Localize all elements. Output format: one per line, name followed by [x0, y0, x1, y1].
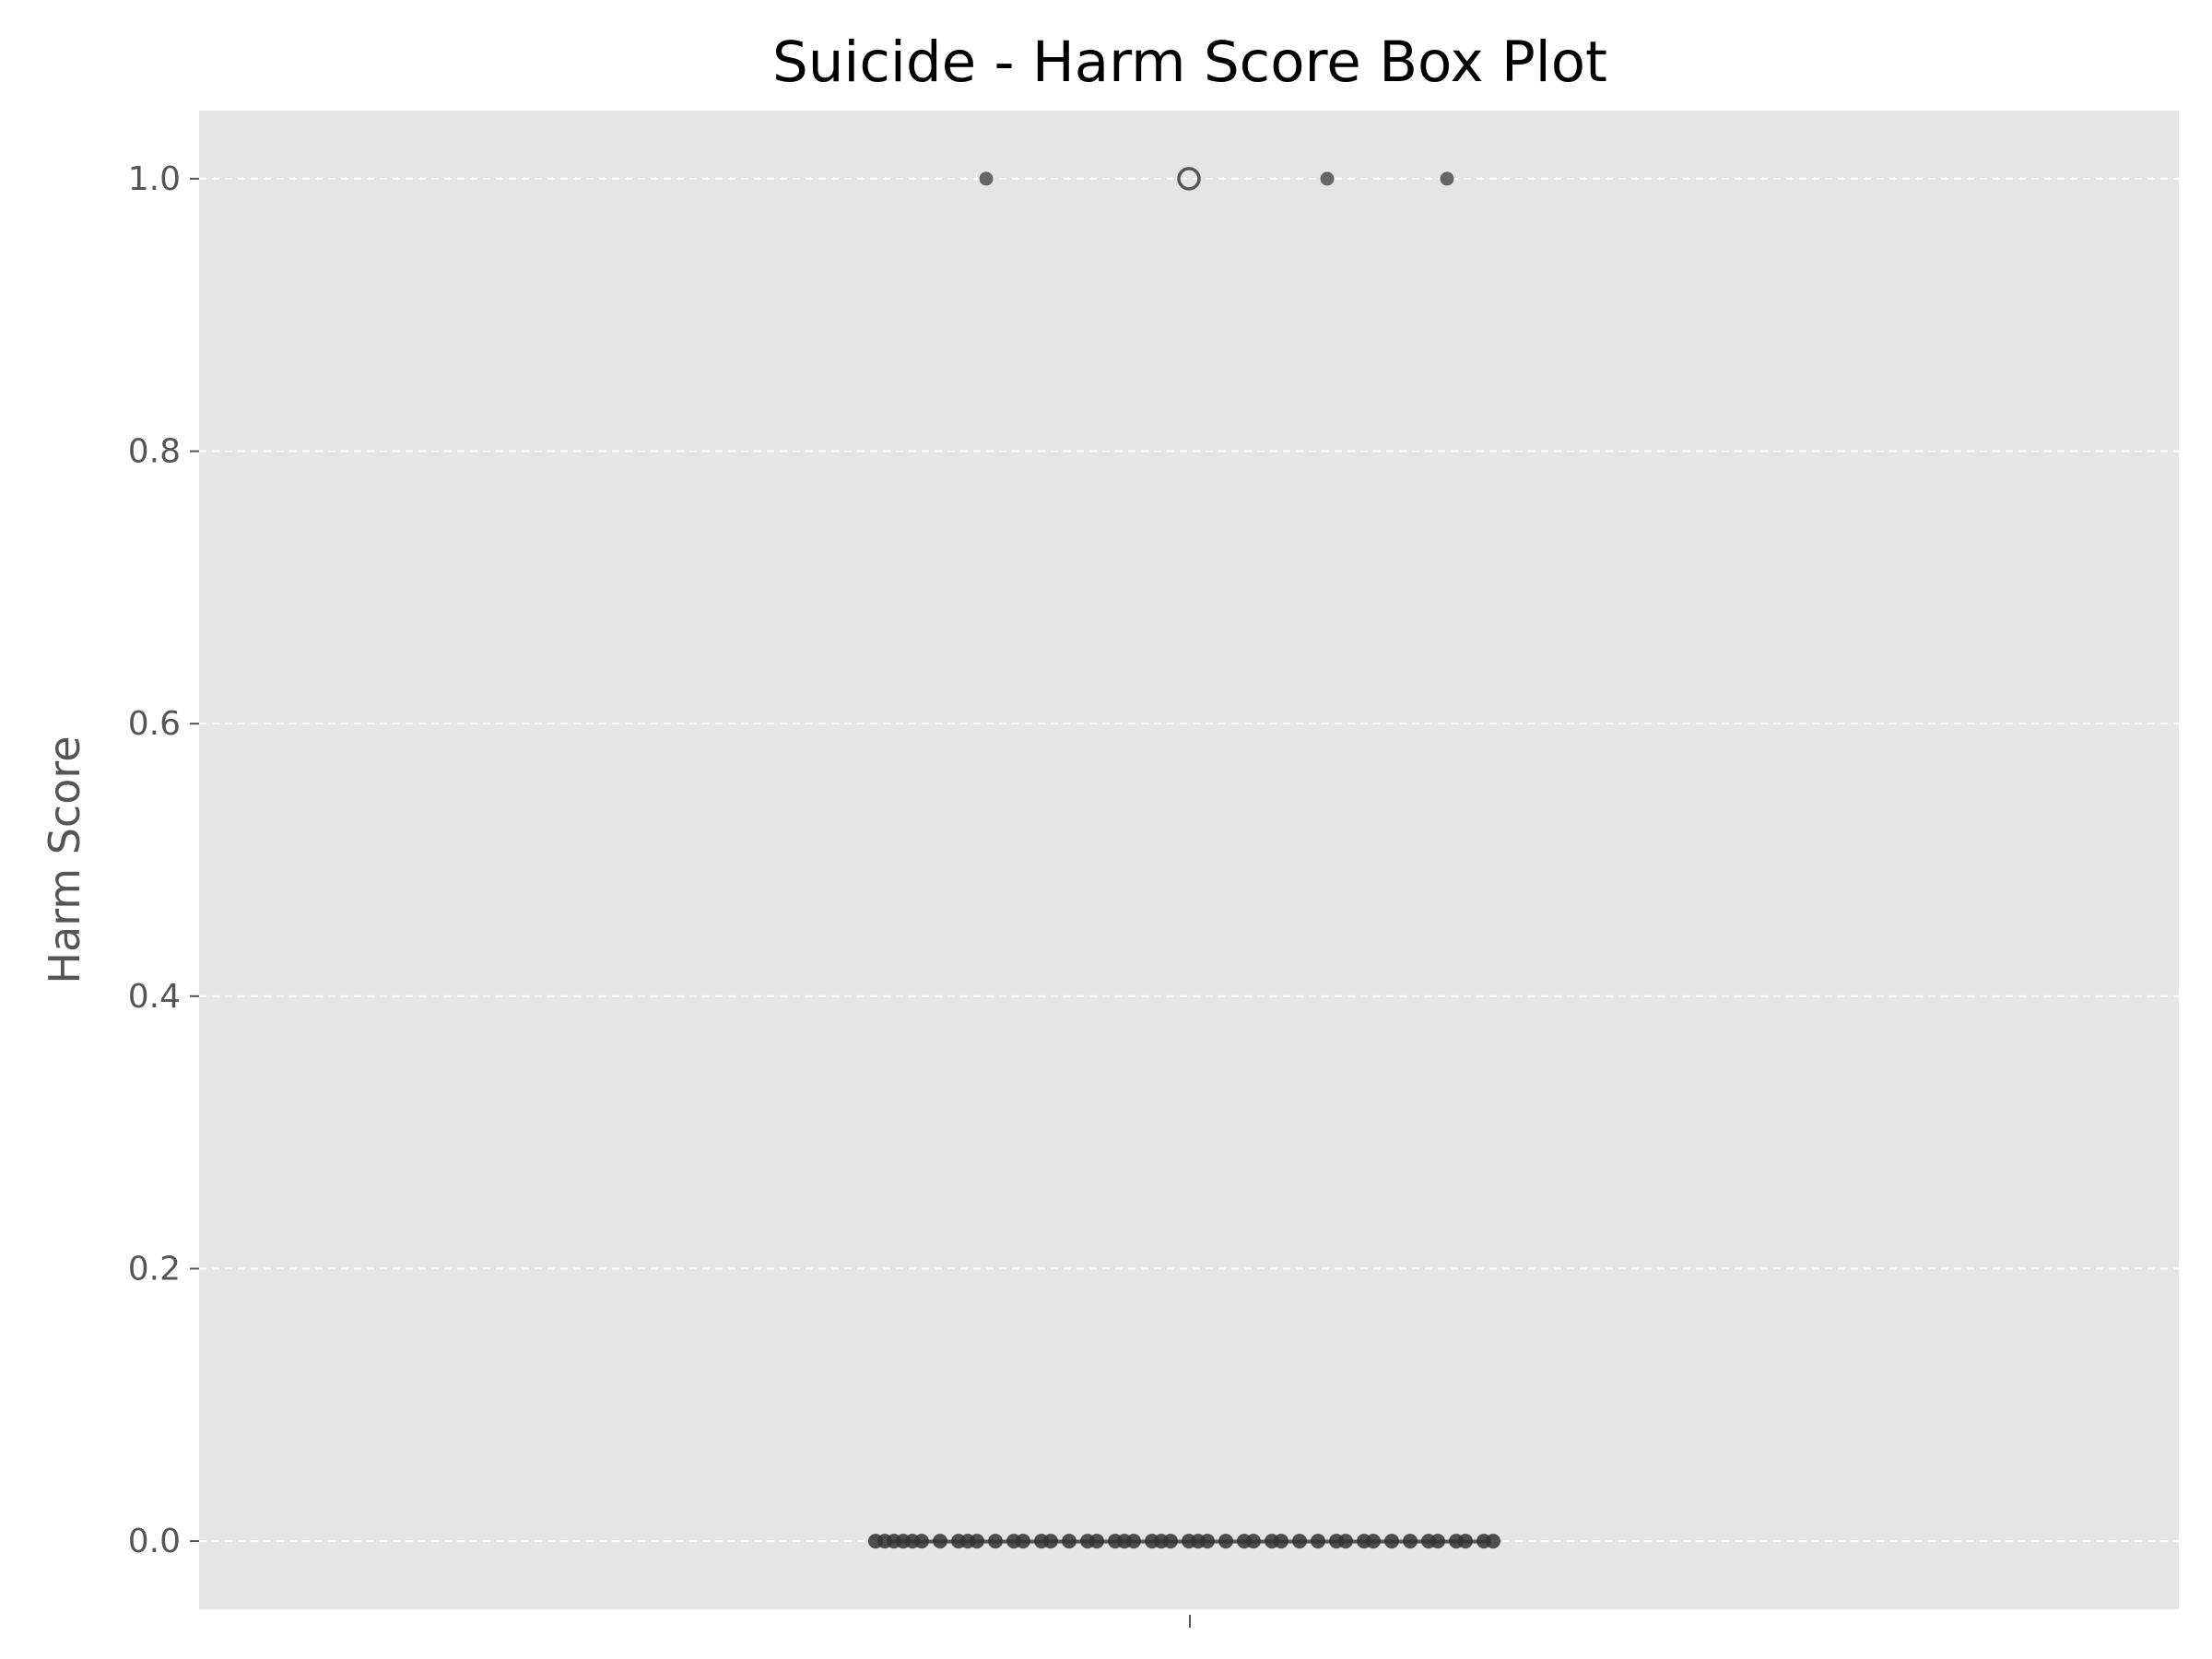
- data-point: [1062, 1534, 1077, 1549]
- data-point: [1163, 1534, 1178, 1549]
- y-tick-label: 0.4: [128, 978, 181, 1016]
- jitter-points: [868, 171, 1500, 1549]
- outlier-marker: [1177, 167, 1201, 191]
- data-point: [979, 171, 994, 186]
- grid-lines: [199, 177, 2179, 1543]
- y-tick-label: 0.2: [128, 1250, 181, 1288]
- data-point: [1200, 1534, 1215, 1549]
- data-point: [1320, 171, 1335, 186]
- data-point: [1366, 1534, 1381, 1549]
- y-tick-label: 0.8: [128, 433, 181, 471]
- data-point: [1016, 1534, 1030, 1549]
- data-point: [1126, 1534, 1141, 1549]
- data-point: [1338, 1534, 1353, 1549]
- chart-title: Suicide - Harm Score Box Plot: [772, 29, 1607, 95]
- data-point: [1043, 1534, 1058, 1549]
- data-point: [1384, 1534, 1399, 1549]
- y-tick-label: 1.0: [128, 160, 181, 198]
- data-point: [933, 1534, 947, 1549]
- data-point: [1246, 1534, 1261, 1549]
- data-point: [988, 1534, 1003, 1549]
- data-point: [1440, 171, 1454, 186]
- data-point: [1403, 1534, 1418, 1549]
- data-point: [1311, 1534, 1325, 1549]
- plot-area: [199, 111, 2179, 1609]
- data-point: [1218, 1534, 1233, 1549]
- data-point: [914, 1534, 929, 1549]
- data-point: [970, 1534, 984, 1549]
- data-point: [1089, 1534, 1104, 1549]
- data-point: [1430, 1534, 1445, 1549]
- y-tick-label: 0.6: [128, 705, 181, 743]
- y-tick-label: 0.0: [128, 1523, 181, 1560]
- data-point: [1274, 1534, 1288, 1549]
- data-point: [1486, 1534, 1500, 1549]
- y-axis-label: Harm Score: [40, 735, 89, 983]
- y-axis-ticks: 0.0 0.2 0.4 0.6 0.8 1.0: [128, 160, 199, 1560]
- data-point: [1458, 1534, 1473, 1549]
- data-point: [1292, 1534, 1307, 1549]
